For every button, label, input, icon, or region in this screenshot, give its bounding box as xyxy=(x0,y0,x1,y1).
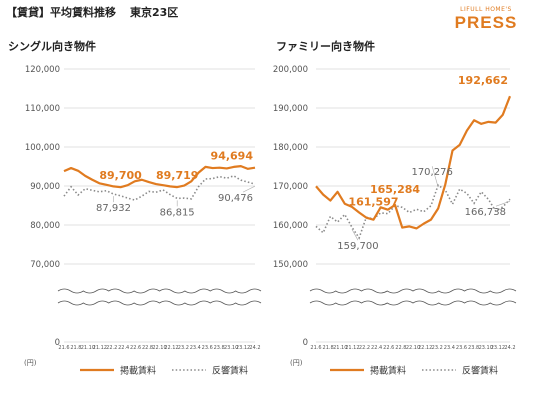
left-chart-title: シングル向き物件 xyxy=(8,40,96,53)
right-y-tick-label: 180,000 xyxy=(273,143,308,153)
right-leader-line xyxy=(351,229,359,241)
left-x-tick-label: 22.10 xyxy=(152,345,166,351)
right-x-tick-label: 22.8 xyxy=(395,345,406,351)
left-x-tick-label: 22.6 xyxy=(130,345,141,351)
right-x-tick-label: 23.8 xyxy=(468,345,479,351)
left-x-tick-label: 21.10 xyxy=(81,345,95,351)
right-x-tick-label: 22.10 xyxy=(406,345,420,351)
right-y-tick-label: 160,000 xyxy=(273,221,308,231)
page-location: 東京23区 xyxy=(130,6,179,19)
left-data-label: 86,815 xyxy=(160,207,195,218)
page-title-text: 【賃貸】平均賃料推移 xyxy=(6,6,116,19)
left-x-tick-label: 23.6 xyxy=(202,345,213,351)
left-y-tick-label: 70,000 xyxy=(30,260,60,270)
page-title: 【賃貸】平均賃料推移 東京23区 xyxy=(6,4,178,20)
left-y-tick-label: 110,000 xyxy=(25,104,60,114)
right-data-label: 159,700 xyxy=(337,241,378,252)
right-leader-line xyxy=(495,200,511,207)
left-x-tick-label: 22.12 xyxy=(164,345,178,351)
right-x-tick-label: 23.4 xyxy=(444,345,455,351)
right-x-tick-label: 23.10 xyxy=(479,345,493,351)
left-y-tick-label: 90,000 xyxy=(30,182,60,192)
left-x-tick-label: 21.8 xyxy=(70,345,81,351)
left-x-tick-label: 23.2 xyxy=(178,345,189,351)
left-x-tick-label: 23.8 xyxy=(214,345,225,351)
right-y-tick-label: 150,000 xyxy=(273,260,308,270)
left-x-tick-label: 24.2 xyxy=(249,345,260,351)
left-y-tick-label: 80,000 xyxy=(30,221,60,231)
right-x-tick-label: 23.6 xyxy=(456,345,467,351)
right-data-label: 165,284 xyxy=(370,183,420,196)
right-axis-break-wave xyxy=(309,288,517,294)
left-x-tick-label: 21.12 xyxy=(93,345,107,351)
left-x-tick-label: 22.2 xyxy=(106,345,117,351)
right-series-posted-line xyxy=(315,95,512,230)
right-x-tick-label: 22.12 xyxy=(418,345,432,351)
left-legend-posted-label: 掲載賃料 xyxy=(120,365,156,377)
left-axis-break-wave xyxy=(57,300,262,306)
right-data-label: 192,662 xyxy=(458,74,508,87)
left-x-tick-label: 22.4 xyxy=(118,345,129,351)
left-x-tick-label: 22.8 xyxy=(142,345,153,351)
left-unit-label: (円) xyxy=(24,359,37,367)
right-y-tick-label: 0 xyxy=(303,338,308,348)
right-data-label: 166,738 xyxy=(465,207,506,218)
left-x-tick-label: 23.4 xyxy=(190,345,201,351)
brand-logo: PRESS xyxy=(454,13,518,32)
right-unit-label: (円) xyxy=(290,359,303,367)
right-x-tick-label: 21.8 xyxy=(323,345,334,351)
right-x-tick-label: 22.2 xyxy=(359,345,370,351)
right-x-tick-label: 21.10 xyxy=(333,345,347,351)
left-data-label: 94,694 xyxy=(211,150,254,163)
right-x-tick-label: 23.2 xyxy=(432,345,443,351)
right-leader-line xyxy=(431,166,439,188)
right-data-label: 170,276 xyxy=(411,167,452,178)
right-legend-response-label: 反響賃料 xyxy=(462,365,498,377)
right-x-tick-label: 21.6 xyxy=(310,345,321,351)
left-data-label: 87,932 xyxy=(96,203,131,214)
left-x-tick-label: 23.12 xyxy=(236,345,250,351)
right-y-tick-label: 170,000 xyxy=(273,182,308,192)
right-x-tick-label: 24.2 xyxy=(504,345,515,351)
left-data-label: 89,719 xyxy=(156,169,198,182)
right-axis-break-wave xyxy=(309,300,517,306)
left-series-posted-line xyxy=(63,165,256,189)
left-legend-response-label: 反響賃料 xyxy=(212,365,248,377)
left-y-tick-label: 120,000 xyxy=(25,65,60,75)
right-x-tick-label: 22.4 xyxy=(371,345,382,351)
left-data-label: 89,700 xyxy=(99,169,142,182)
right-y-tick-label: 190,000 xyxy=(273,104,308,114)
left-y-tick-label: 100,000 xyxy=(25,143,60,153)
left-y-tick-label: 0 xyxy=(55,338,60,348)
left-x-tick-label: 21.6 xyxy=(58,345,69,351)
left-data-label: 90,476 xyxy=(218,193,253,204)
brand-small: LIFULL HOME'S xyxy=(460,6,512,13)
right-legend-posted-label: 掲載賃料 xyxy=(370,365,406,377)
left-x-tick-label: 23.10 xyxy=(224,345,238,351)
right-x-tick-label: 22.6 xyxy=(383,345,394,351)
right-y-tick-label: 200,000 xyxy=(273,65,308,75)
right-x-tick-label: 21.12 xyxy=(345,345,359,351)
left-axis-break-wave xyxy=(57,288,262,294)
left-leader-line xyxy=(242,185,256,193)
right-x-tick-label: 23.12 xyxy=(491,345,505,351)
right-data-label: 161,597 xyxy=(348,196,398,209)
right-chart-title: ファミリー向き物件 xyxy=(276,40,375,53)
